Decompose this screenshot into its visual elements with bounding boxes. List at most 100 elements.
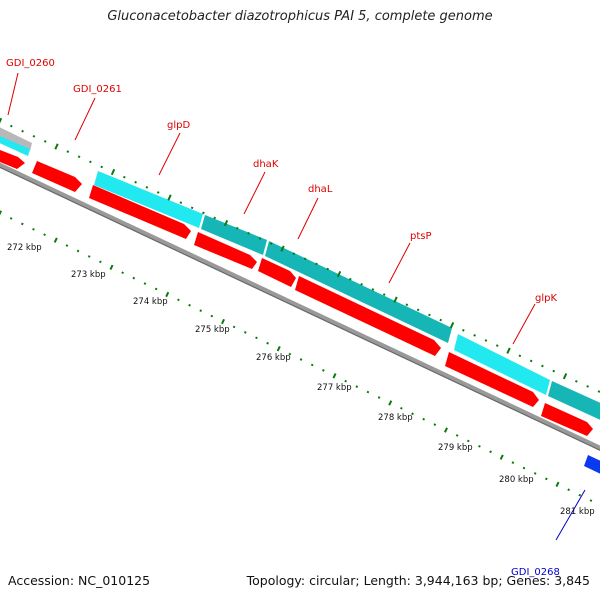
label-dhak: dhaK xyxy=(253,159,279,170)
top-tick xyxy=(0,117,3,124)
top-tick xyxy=(462,328,465,332)
top-tick xyxy=(9,124,13,128)
top-tick xyxy=(145,186,149,189)
top-tick xyxy=(43,140,47,143)
genome-backbone-shadow xyxy=(0,166,600,451)
bottom-tick xyxy=(388,400,393,406)
bottom-tick xyxy=(43,233,46,237)
bottom-tick xyxy=(276,345,281,352)
label-ptsp: ptsP xyxy=(410,231,432,242)
top-tick xyxy=(473,334,476,337)
top-tick xyxy=(202,211,205,215)
bottom-tick xyxy=(76,249,80,253)
top-tick xyxy=(439,318,443,322)
top-tick xyxy=(484,339,488,342)
top-tick xyxy=(495,344,499,347)
gene-labels: GDI_0260 GDI_0261 glpD dhaK dhaL ptsP gl… xyxy=(6,58,586,578)
top-tick xyxy=(428,313,431,317)
top-tick xyxy=(303,257,307,261)
cds-dhal-ptsp-reverse xyxy=(265,241,452,343)
top-tick xyxy=(122,175,126,179)
top-tick xyxy=(247,231,250,235)
top-tick xyxy=(349,277,352,281)
scale-label-274: 274 kbp xyxy=(133,297,168,307)
leader-dhal xyxy=(297,197,319,240)
top-tick xyxy=(315,262,318,266)
top-tick xyxy=(223,219,229,227)
leader-dhak xyxy=(243,171,266,215)
scale-label-272: 272 kbp xyxy=(7,243,42,253)
cds-gdi-0260-cyan xyxy=(0,136,30,156)
top-tick xyxy=(360,283,363,286)
bottom-tick xyxy=(578,493,582,497)
bottom-tick xyxy=(511,461,515,464)
bottom-tick xyxy=(177,298,180,302)
bottom-tick xyxy=(121,271,124,275)
reverse-strand-track xyxy=(0,127,600,420)
cds-glpk-reverse xyxy=(454,334,550,395)
bottom-tick xyxy=(232,325,236,329)
top-tick xyxy=(405,303,409,307)
bottom-tick xyxy=(422,417,426,421)
bottom-tick xyxy=(400,407,403,410)
bottom-tick xyxy=(9,217,13,220)
scale-labels: 272 kbp 273 kbp 274 kbp 275 kbp 276 kbp … xyxy=(7,243,595,517)
bottom-tick xyxy=(53,237,58,243)
bottom-tick xyxy=(210,314,214,318)
top-tick xyxy=(597,390,600,393)
top-tick xyxy=(518,354,522,358)
genome-summary-text: Topology: circular; Length: 3,944,163 bp… xyxy=(246,573,590,588)
top-tick xyxy=(258,237,262,240)
bottom-tick xyxy=(332,373,337,379)
scale-label-277: 277 kbp xyxy=(317,383,352,393)
top-tick xyxy=(292,252,296,256)
leader-glpd xyxy=(158,132,181,176)
bottom-tick xyxy=(199,309,203,313)
bottom-tick xyxy=(589,499,593,502)
leader-gdi-0268 xyxy=(555,489,586,541)
genome-backbone xyxy=(0,162,600,451)
leader-glpk xyxy=(512,303,536,345)
bottom-tick xyxy=(65,244,69,247)
top-tick xyxy=(54,143,59,150)
cds-gdi-0268 xyxy=(584,455,600,474)
top-tick xyxy=(562,373,568,380)
top-tick xyxy=(32,134,36,138)
bottom-tick xyxy=(567,488,570,492)
scale-label-275: 275 kbp xyxy=(195,325,230,335)
label-gdi-0261: GDI_0261 xyxy=(73,84,122,95)
label-glpd: glpD xyxy=(167,120,190,131)
cds-next-forward xyxy=(541,403,593,436)
label-gdi-0268: GDI_0268 xyxy=(511,567,560,578)
bottom-tick xyxy=(443,427,448,433)
map-title: Gluconacetobacter diazotrophicus PAI 5, … xyxy=(107,9,493,24)
bottom-tick xyxy=(478,444,481,448)
label-gdi-0260: GDI_0260 xyxy=(6,58,55,69)
scale-label-280: 280 kbp xyxy=(499,475,534,485)
bottom-tick xyxy=(20,222,24,226)
top-tick xyxy=(156,191,160,194)
leader-gdi-0261 xyxy=(74,97,96,141)
bottom-tick xyxy=(266,341,269,345)
bottom-tick xyxy=(143,282,147,285)
bottom-tick xyxy=(32,227,35,231)
forward-strand-track xyxy=(0,149,593,436)
leader-gdi-0260 xyxy=(7,72,19,116)
bottom-tick xyxy=(466,439,470,443)
bottom-tick xyxy=(366,390,370,394)
cds-glpk-forward xyxy=(445,352,539,407)
scale-label-278: 278 kbp xyxy=(378,413,413,423)
bottom-tick xyxy=(322,369,325,372)
bottom-tick xyxy=(99,260,102,264)
bottom-tick xyxy=(221,318,225,325)
bottom-tick xyxy=(299,358,303,361)
bottom-tick xyxy=(355,385,359,388)
bottom-tick xyxy=(344,379,347,383)
top-tick xyxy=(393,296,398,303)
accession-text: Accession: NC_010125 xyxy=(8,573,151,588)
top-tick xyxy=(552,369,556,373)
bottom-tick xyxy=(377,396,381,399)
top-tick xyxy=(529,359,533,363)
top-tick xyxy=(235,226,239,230)
bottom-tick xyxy=(555,481,560,487)
